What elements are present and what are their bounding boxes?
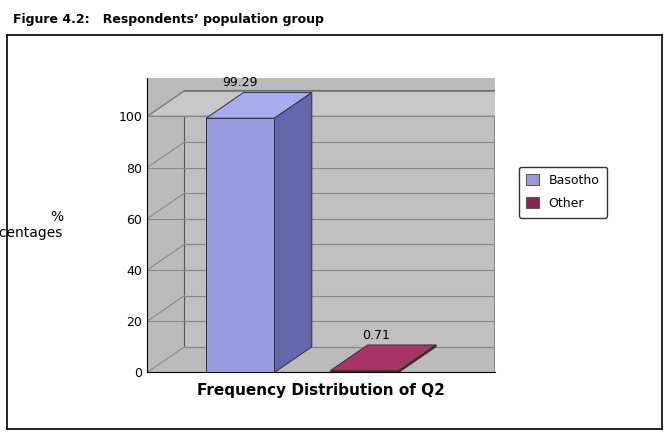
Polygon shape bbox=[330, 371, 399, 372]
Text: Figure 4.2:   Respondents’ population group: Figure 4.2: Respondents’ population grou… bbox=[13, 13, 324, 26]
X-axis label: Frequency Distribution of Q2: Frequency Distribution of Q2 bbox=[197, 384, 445, 398]
Polygon shape bbox=[495, 91, 533, 372]
Polygon shape bbox=[206, 118, 274, 372]
Polygon shape bbox=[185, 91, 533, 347]
Polygon shape bbox=[147, 91, 533, 116]
Polygon shape bbox=[206, 93, 312, 118]
Polygon shape bbox=[330, 345, 436, 371]
Polygon shape bbox=[274, 93, 312, 372]
Legend: Basotho, Other: Basotho, Other bbox=[518, 167, 607, 218]
Text: 99.29: 99.29 bbox=[223, 76, 258, 89]
Polygon shape bbox=[399, 345, 436, 372]
Text: 0.71: 0.71 bbox=[362, 330, 390, 343]
Y-axis label: %
Percentages: % Percentages bbox=[0, 210, 63, 240]
